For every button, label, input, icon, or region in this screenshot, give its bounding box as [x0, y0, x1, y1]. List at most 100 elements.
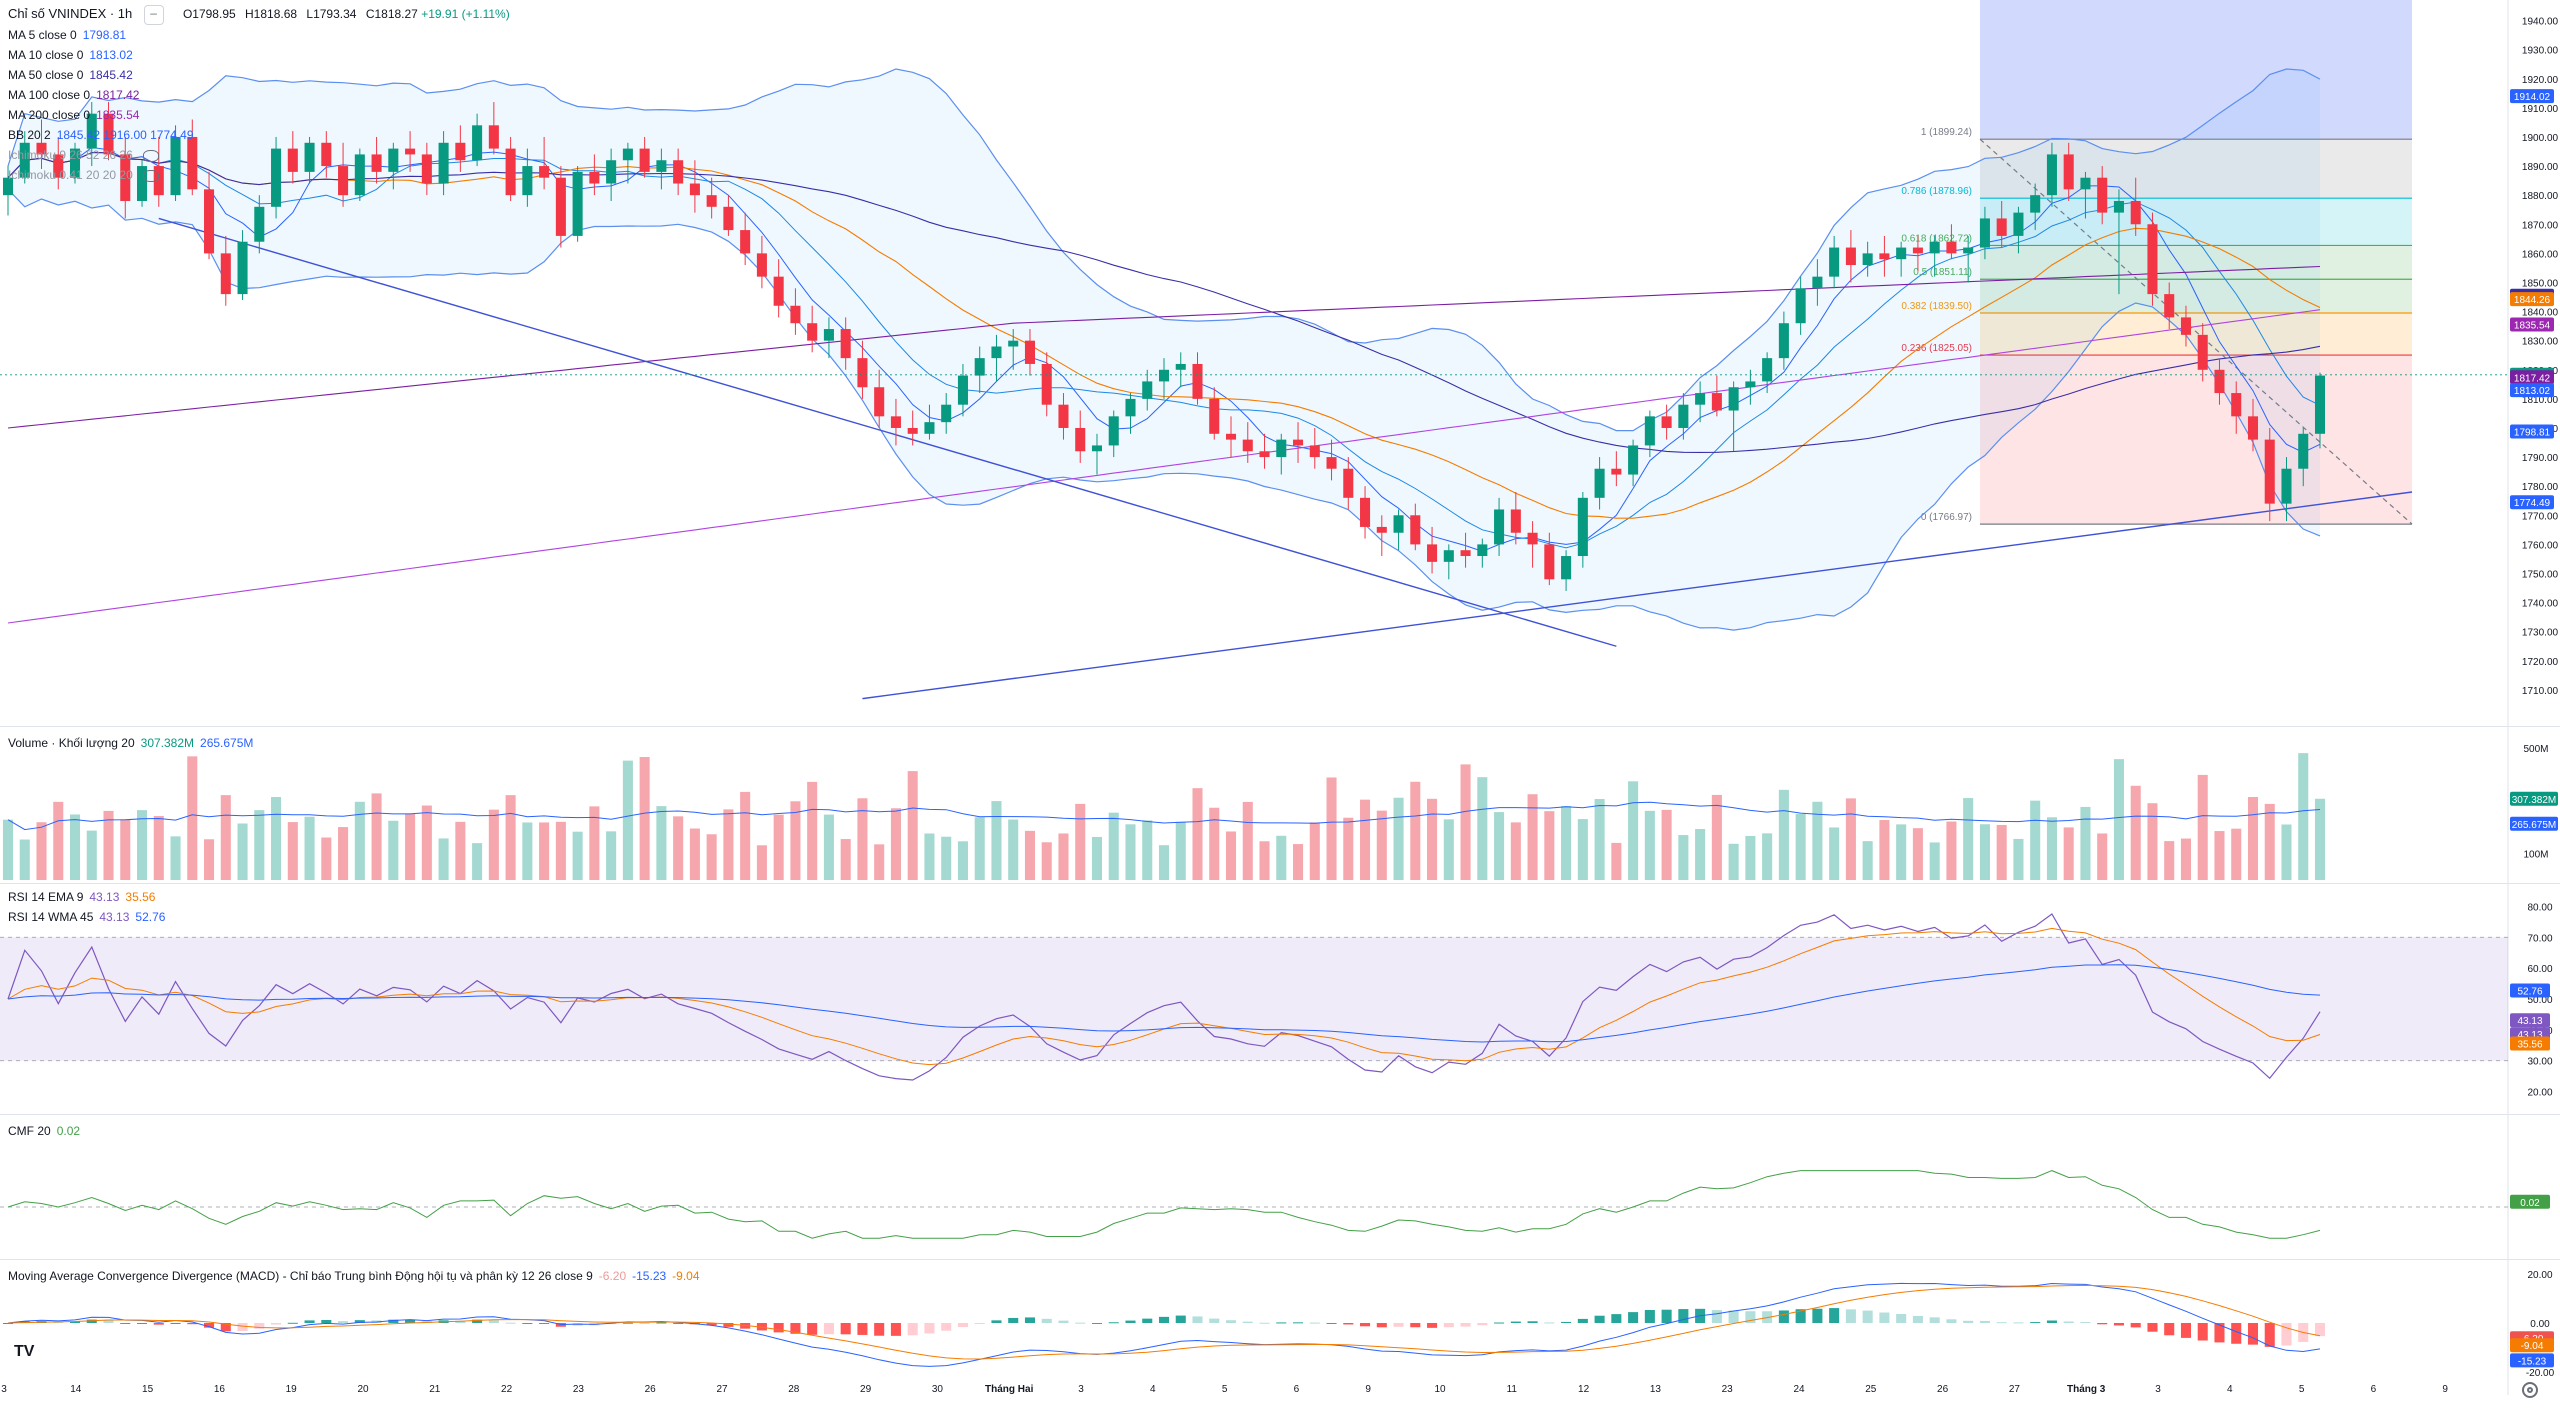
- macd-histogram-bar: [790, 1323, 801, 1334]
- eye-icon[interactable]: [142, 149, 159, 162]
- volume-bar: [1946, 821, 1957, 880]
- macd-tick-label: 0.00: [2530, 1319, 2550, 1330]
- candle: [723, 195, 734, 236]
- candle-body: [974, 358, 985, 376]
- volume-bar: [354, 801, 365, 880]
- time-axis-label: 3: [2155, 1384, 2161, 1395]
- candle-body: [1527, 532, 1538, 545]
- eye-icon[interactable]: [142, 169, 159, 182]
- candle-body: [1829, 247, 1840, 277]
- cmf-line: [7, 1170, 2321, 1239]
- time-axis-label: Tháng 3: [2067, 1384, 2106, 1395]
- macd-histogram-bar: [1460, 1323, 1471, 1327]
- ma100-legend[interactable]: MA 100 close 0 1817.42: [8, 87, 140, 102]
- macd-histogram-bar: [1644, 1310, 1655, 1323]
- fib-level-label: 0.5 (1851.11): [1913, 267, 1972, 278]
- candle-body: [472, 125, 483, 161]
- rsi-tick-label: 30.00: [2527, 1057, 2552, 1068]
- macd-histogram-bar: [823, 1323, 834, 1335]
- candle-body: [991, 346, 1002, 359]
- volume-bar: [1695, 828, 1706, 880]
- macd-histogram-bar: [907, 1323, 918, 1336]
- candle-body: [1845, 247, 1856, 266]
- candle-body: [1594, 468, 1605, 498]
- candle-body: [740, 230, 751, 254]
- candle-body: [1326, 457, 1337, 469]
- candle: [890, 398, 901, 446]
- macd-histogram-bar: [2147, 1323, 2158, 1332]
- candle: [220, 235, 231, 306]
- macd-histogram-bar: [1360, 1323, 1371, 1327]
- bollinger-upper: [7, 68, 2321, 432]
- macd-histogram-bar: [2314, 1323, 2326, 1337]
- symbol-title[interactable]: Chỉ số VNINDEX · 1h: [8, 6, 133, 21]
- candle: [756, 235, 767, 289]
- macd-legend[interactable]: Moving Average Convergence Divergence (M…: [8, 1269, 700, 1283]
- candle: [1225, 416, 1237, 458]
- fib-level-label: 0.618 (1862.72): [1901, 233, 1972, 244]
- candle-body: [1427, 544, 1438, 562]
- price-tick-label: 1750.00: [2522, 569, 2559, 580]
- price-tick-label: 1890.00: [2522, 162, 2559, 173]
- extra-legend[interactable]: Ichimoku 0.41 20 20 20: [8, 165, 510, 185]
- macd-label-badge: [2510, 1353, 2554, 1368]
- macd-histogram-bar: [388, 1319, 399, 1323]
- cmf-legend[interactable]: CMF 20 0.02: [8, 1124, 81, 1138]
- volume-legend[interactable]: Volume · Khối lượng 20 307.382M 265.675M: [8, 736, 254, 750]
- tradingview-logo-icon[interactable]: TV: [14, 1343, 35, 1360]
- time-axis-label: 4: [2227, 1384, 2233, 1395]
- macd-histogram-bar: [1175, 1315, 1186, 1323]
- volume-bar: [120, 819, 131, 880]
- bb-legend[interactable]: BB 20 2 1845.42 1916.00 1774.49: [8, 127, 194, 142]
- price-label-badge: [2510, 495, 2554, 510]
- volume-bar: [69, 814, 81, 880]
- volume-bar: [2113, 759, 2124, 880]
- collapse-icon[interactable]: –: [143, 4, 164, 25]
- macd-histogram-bar: [622, 1322, 633, 1324]
- candle-body: [103, 113, 114, 155]
- rsi-legend[interactable]: RSI 14 EMA 9 43.13 35.56 RSI 14 WMA 45 43.1…: [8, 890, 166, 924]
- candle: [1024, 329, 1035, 376]
- candle-body: [1393, 515, 1404, 533]
- volume-bar: [1276, 835, 1287, 880]
- candle: [254, 195, 265, 254]
- macd-histogram-bar: [673, 1323, 684, 1324]
- candle-body: [639, 148, 650, 172]
- candle: [2214, 358, 2225, 405]
- change-value: +19.91 (+1.11%): [421, 7, 510, 21]
- volume-bar: [1829, 827, 1840, 880]
- macd-histogram-bar: [153, 1323, 164, 1325]
- macd-histogram-bar: [1108, 1322, 1119, 1324]
- candle: [1443, 544, 1454, 580]
- macd-histogram-bar: [807, 1323, 818, 1335]
- volume-bar: [2046, 817, 2057, 880]
- macd-histogram-bar: [304, 1320, 315, 1323]
- candle: [354, 148, 365, 201]
- fib-level-label: 0 (1766.97): [1921, 512, 1972, 523]
- ma200-legend[interactable]: MA 200 close 0 1835.54: [8, 107, 140, 122]
- volume-bar: [2231, 828, 2242, 880]
- volume-bar: [187, 756, 198, 880]
- candle-body: [1293, 439, 1304, 446]
- close-value: C1818.27: [365, 7, 418, 21]
- ma5-legend[interactable]: MA 5 close 0 1798.81: [8, 27, 127, 42]
- macd-histogram-bar: [1795, 1309, 1806, 1323]
- candle: [991, 334, 1002, 382]
- ichimoku-legend[interactable]: Ichimoku 9 26 52 26 26: [8, 145, 510, 165]
- volume-bar: [2097, 833, 2108, 880]
- settings-icon[interactable]: [2522, 1382, 2538, 1398]
- macd-histogram-bar: [2063, 1321, 2074, 1323]
- candle: [2314, 372, 2326, 449]
- volume-bar: [723, 809, 734, 880]
- volume-bar: [1091, 836, 1103, 880]
- candle-body: [2197, 334, 2208, 370]
- volume-bar: [907, 771, 918, 880]
- ma10-legend[interactable]: MA 10 close 0 1813.02: [8, 47, 133, 62]
- volume-bar: [656, 806, 667, 880]
- ma50-legend[interactable]: MA 50 close 0 1845.42: [8, 67, 133, 82]
- candle-body: [1946, 241, 1957, 254]
- volume-bar: [857, 798, 868, 880]
- volume-bar: [2063, 827, 2074, 880]
- volume-bar: [488, 809, 499, 880]
